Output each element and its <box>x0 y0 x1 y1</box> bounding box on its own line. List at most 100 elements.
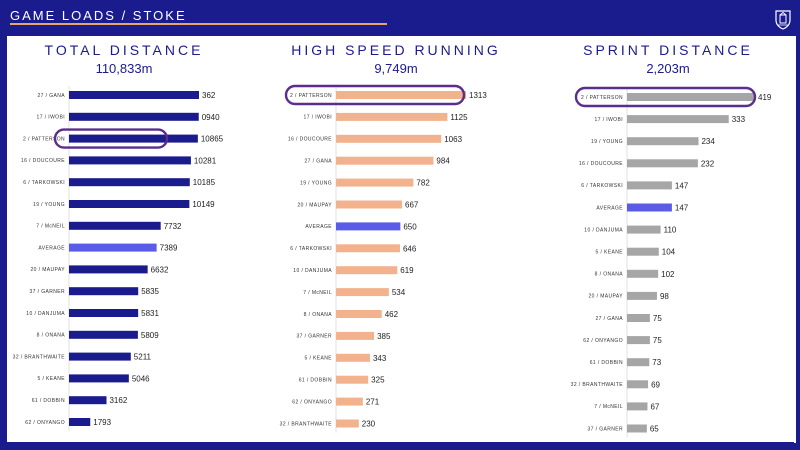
category-label: 7 / McNEIL <box>36 224 65 230</box>
category-label: AVERAGE <box>305 224 332 230</box>
bar <box>336 288 389 297</box>
value-label: 7389 <box>160 244 178 253</box>
value-label: 6632 <box>151 265 169 274</box>
bar <box>336 375 369 384</box>
value-label: 110 <box>664 226 677 235</box>
category-label: 2 / PATTERSON <box>290 93 332 99</box>
bar <box>69 134 198 143</box>
bar <box>336 419 359 428</box>
category-label: 7 / McNEIL <box>303 290 332 296</box>
bar <box>336 178 414 187</box>
category-label: 61 / DOBBIN <box>32 398 65 404</box>
value-label: 646 <box>403 244 417 253</box>
bar <box>627 269 659 278</box>
value-label: 984 <box>436 157 450 166</box>
value-label: 102 <box>661 270 675 279</box>
value-label: 385 <box>377 332 391 341</box>
bar <box>69 265 148 274</box>
bar <box>69 396 107 405</box>
value-label: 10149 <box>192 200 215 209</box>
category-label: 17 / IWOBI <box>304 115 332 121</box>
bar <box>627 203 672 212</box>
value-label: 147 <box>675 204 689 213</box>
category-label: 10 / DANJUMA <box>26 311 65 317</box>
category-label: 6 / TARKOWSKI <box>290 246 332 252</box>
category-label: 27 / GANA <box>38 93 66 99</box>
category-label: 37 / GARNER <box>296 334 332 340</box>
value-label: 98 <box>660 292 669 301</box>
bar <box>336 244 400 253</box>
value-label: 234 <box>701 137 715 146</box>
category-label: 19 / YOUNG <box>591 139 623 145</box>
category-label: 62 / ONYANGO <box>292 399 332 405</box>
highlight-outline <box>284 84 466 106</box>
value-label: 619 <box>400 266 414 275</box>
value-label: 419 <box>758 93 772 102</box>
bar <box>336 91 466 99</box>
value-label: 67 <box>650 402 659 411</box>
value-label: 10185 <box>193 178 216 187</box>
category-label: 10 / DANJUMA <box>293 268 332 274</box>
slide-title: GAME LOADS / STOKE <box>10 8 187 23</box>
value-label: 362 <box>202 91 216 100</box>
value-label: 462 <box>385 310 399 319</box>
bar <box>627 424 647 433</box>
value-label: 333 <box>732 115 746 124</box>
bar <box>69 287 139 296</box>
bar <box>336 222 401 231</box>
value-label: 5831 <box>141 309 159 318</box>
category-label: 32 / BRANTHWAITE <box>571 382 624 388</box>
category-label: 8 / ONANA <box>37 333 66 339</box>
value-label: 3162 <box>109 396 127 405</box>
category-label: 16 / DOUCOURE <box>579 161 623 167</box>
category-label: AVERAGE <box>38 245 65 251</box>
category-label: 5 / KEANE <box>596 250 624 256</box>
bar <box>336 310 382 318</box>
category-label: 17 / IWOBI <box>595 117 623 123</box>
value-label: 230 <box>362 420 376 429</box>
category-label: 20 / MAUPAY <box>297 202 332 208</box>
category-label: 17 / IWOBI <box>37 115 65 121</box>
club-crest-icon <box>775 10 791 30</box>
category-label: 16 / DOUCOURE <box>288 137 332 143</box>
value-label: 232 <box>701 159 715 168</box>
bar <box>69 91 199 99</box>
category-label: 2 / PATTERSON <box>23 136 65 142</box>
bar <box>627 380 649 389</box>
bar <box>69 374 129 383</box>
chart-title: HIGH SPEED RUNNING <box>291 42 501 58</box>
value-label: 5809 <box>141 331 159 340</box>
bar <box>627 115 729 124</box>
category-label: 27 / GANA <box>596 316 624 322</box>
bar <box>336 397 363 406</box>
bar <box>627 358 650 367</box>
bar <box>336 266 398 275</box>
bottom-border <box>6 442 794 445</box>
value-label: 1063 <box>444 135 462 144</box>
bar <box>336 134 442 143</box>
category-label: 27 / GANA <box>305 159 333 165</box>
value-label: 271 <box>366 398 380 407</box>
bar <box>627 181 672 190</box>
value-label: 75 <box>653 314 662 323</box>
category-label: 37 / GARNER <box>29 289 65 295</box>
bar <box>69 178 190 187</box>
category-label: 20 / MAUPAY <box>588 294 623 300</box>
value-label: 1793 <box>93 418 111 427</box>
header-bar: GAME LOADS / STOKE <box>0 0 800 36</box>
category-label: 5 / KEANE <box>305 356 333 362</box>
bar <box>627 247 659 256</box>
bar <box>69 309 139 317</box>
category-label: 61 / DOBBIN <box>299 378 332 384</box>
category-label: 6 / TARKOWSKI <box>581 183 623 189</box>
value-label: 5046 <box>132 374 150 383</box>
category-label: 19 / YOUNG <box>33 202 65 208</box>
bar <box>627 314 650 322</box>
bar <box>69 221 161 230</box>
category-label: 32 / BRANTHWAITE <box>13 354 66 360</box>
chart-subtitle: 2,203m <box>646 61 689 76</box>
value-label: 75 <box>653 336 662 345</box>
bar <box>69 243 157 252</box>
